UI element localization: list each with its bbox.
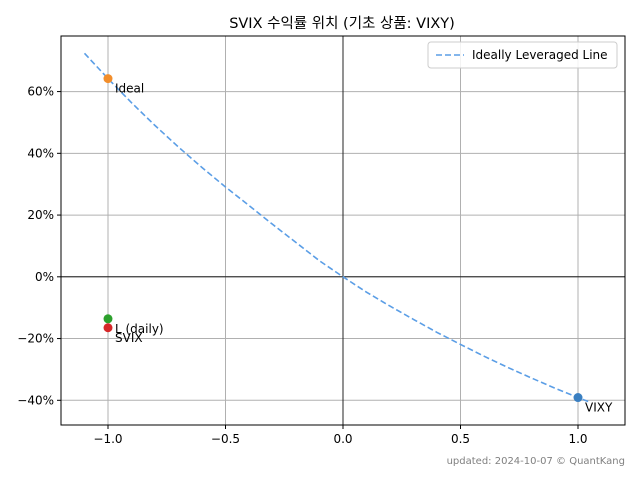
point-svix xyxy=(103,323,113,333)
x-tick-label: 0.5 xyxy=(451,432,470,446)
point-vixy xyxy=(573,393,583,403)
point-ideal xyxy=(103,74,113,84)
plot-frame xyxy=(60,35,626,426)
legend: Ideally Leveraged Line xyxy=(427,41,618,69)
y-tick-label: 0% xyxy=(35,270,54,284)
y-tick-label: 40% xyxy=(27,146,54,160)
y-tick-label: −20% xyxy=(17,332,54,346)
x-tick-label: 1.0 xyxy=(568,432,587,446)
x-tick-label: 0.0 xyxy=(333,432,352,446)
zero-axes xyxy=(61,36,625,425)
points-layer: VIXY Ideal L (daily)SVIX xyxy=(103,74,613,415)
footer-credit: updated: 2024-10-07 © QuantKang xyxy=(447,456,625,467)
label-svix: SVIX xyxy=(115,331,143,345)
label-ideal: Ideal xyxy=(115,82,144,96)
label-vixy: VIXY xyxy=(585,401,613,415)
y-tick-label: 20% xyxy=(27,208,54,222)
x-tick-label: −1.0 xyxy=(93,432,122,446)
y-tick-label: 60% xyxy=(27,85,54,99)
ticks-layer: −1.0 −0.5 0.0 0.5 1.0 −40% −20% 0% 20% 40% 60% xyxy=(17,85,587,446)
legend-box xyxy=(427,41,618,69)
y-tick-label: −40% xyxy=(17,393,54,407)
point-l-daily xyxy=(103,314,113,324)
ideally-leveraged-line xyxy=(83,52,591,403)
x-tick-label: −0.5 xyxy=(211,432,240,446)
label-l-daily: L (daily) xyxy=(115,322,164,336)
chart-title: SVIX 수익률 위치 (기초 상품: VIXY) xyxy=(229,15,455,32)
legend-label: Ideally Leveraged Line xyxy=(472,48,608,62)
series-layer xyxy=(83,52,591,403)
